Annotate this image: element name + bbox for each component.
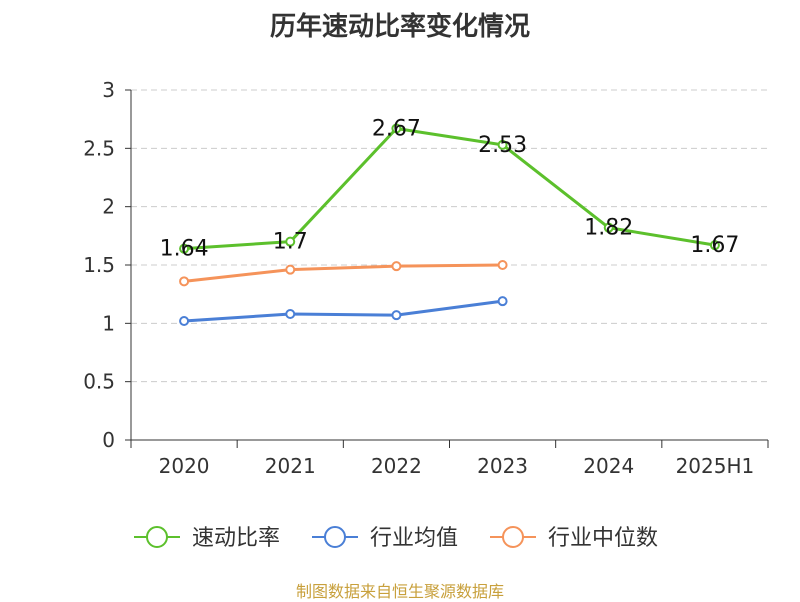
x-tick-label: 2022 xyxy=(371,454,422,478)
legend-marker xyxy=(324,526,346,548)
data-point[interactable] xyxy=(179,243,190,254)
source-note: 制图数据来自恒生聚源数据库 xyxy=(295,582,504,601)
y-tick-label: 0.5 xyxy=(83,370,115,394)
data-point[interactable] xyxy=(497,296,508,307)
data-point[interactable] xyxy=(285,309,296,319)
data-labels: 1.64 1.7 2.67 2.53 1.82 1.67 xyxy=(160,117,740,262)
legend-label: 行业中位数 xyxy=(548,526,658,551)
data-point[interactable] xyxy=(603,222,614,233)
legend-item[interactable]: 速动比率 xyxy=(134,526,280,551)
data-label: 2.53 xyxy=(478,133,527,158)
chart-title: 历年速动比率变化情况 xyxy=(269,12,530,42)
data-label: 1.64 xyxy=(160,237,209,262)
y-tick-label: 0 xyxy=(102,428,115,452)
legend-label: 速动比率 xyxy=(192,526,280,551)
grid-lines xyxy=(131,89,768,383)
data-point[interactable] xyxy=(391,261,402,272)
legend-marker xyxy=(146,526,168,548)
legend-marker xyxy=(502,526,524,548)
x-tick-label: 2024 xyxy=(583,454,634,478)
legend-item[interactable]: 行业中位数 xyxy=(490,526,658,551)
x-tick-label: 2023 xyxy=(477,454,528,478)
x-tick-label: 2020 xyxy=(159,454,210,478)
data-point[interactable] xyxy=(391,310,402,321)
y-tick-label: 2.5 xyxy=(83,136,115,160)
data-point[interactable] xyxy=(179,316,190,326)
legend-item[interactable]: 行业均值 xyxy=(312,526,458,551)
data-label: 1.7 xyxy=(273,230,308,255)
series-line xyxy=(183,299,503,323)
y-tick-label: 3 xyxy=(102,78,115,102)
data-label: 2.67 xyxy=(372,117,421,142)
series-lines xyxy=(179,123,720,326)
data-point[interactable] xyxy=(285,236,296,247)
data-point[interactable] xyxy=(709,240,720,251)
data-label: 1.82 xyxy=(584,216,633,241)
y-tick-label: 2 xyxy=(102,195,115,219)
data-point[interactable] xyxy=(497,139,508,150)
data-label: 1.67 xyxy=(690,233,739,258)
data-point[interactable] xyxy=(285,264,296,275)
data-point[interactable] xyxy=(391,123,402,134)
y-tick-label: 1.5 xyxy=(83,253,115,277)
series-line xyxy=(183,263,503,283)
legend[interactable]: 速动比率 行业均值 行业中位数 xyxy=(134,526,658,551)
x-tick-label: 2025H1 xyxy=(676,454,755,478)
data-point[interactable] xyxy=(179,276,190,287)
y-tick-label: 1 xyxy=(102,311,115,335)
legend-label: 行业均值 xyxy=(370,526,458,551)
series-line xyxy=(183,127,716,251)
x-tick-label: 2021 xyxy=(265,454,316,478)
data-point[interactable] xyxy=(497,260,508,270)
